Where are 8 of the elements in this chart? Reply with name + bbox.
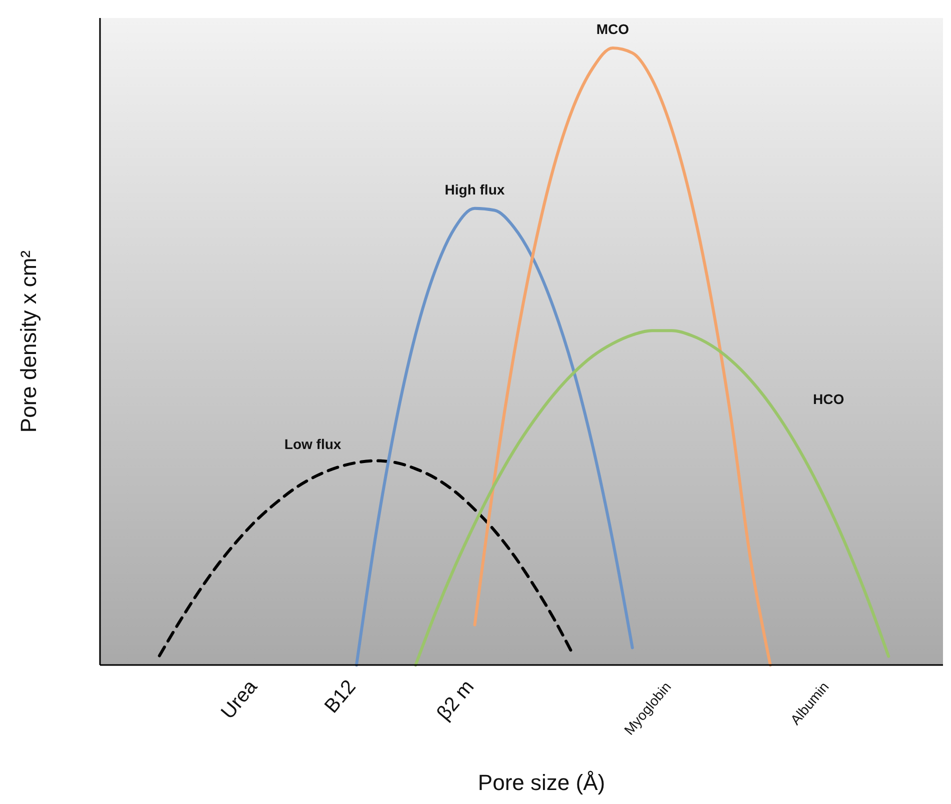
series-label: Low flux	[284, 436, 342, 452]
text: HCO	[813, 391, 844, 408]
y-axis-title: Pore density x cm²	[16, 250, 41, 433]
x-tick-label: β2 m	[432, 676, 479, 725]
series-label: MCO	[596, 21, 630, 37]
x-tick-label: B12	[320, 676, 360, 718]
x-axis-title: Pore size (Å)	[478, 770, 606, 795]
series-label: High flux	[444, 181, 505, 198]
